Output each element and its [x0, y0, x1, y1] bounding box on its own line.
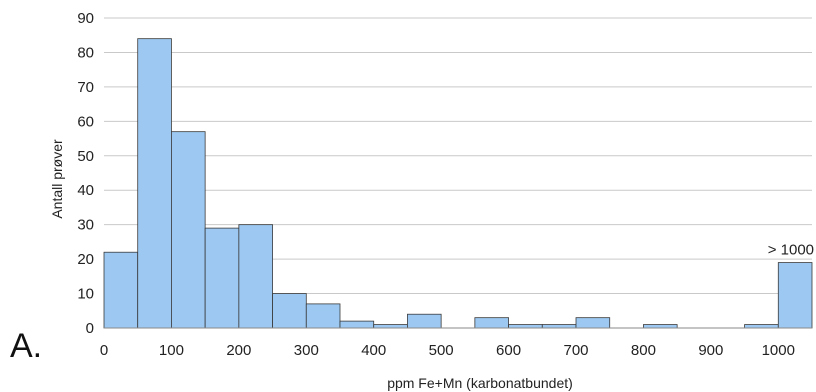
y-tick-label-80: 80: [77, 44, 94, 61]
bar-bin-650: [541, 324, 577, 329]
y-axis-title: Antall prøver: [49, 139, 65, 219]
bar-bin-350: [339, 320, 375, 329]
y-tick-label-40: 40: [77, 182, 94, 199]
bar-bin-150: [204, 227, 240, 329]
bar-bin-1000: [777, 262, 813, 329]
bar-bin-450: [407, 313, 442, 329]
y-tick-label-70: 70: [77, 79, 94, 96]
x-tick-label-400: 400: [361, 342, 386, 359]
x-axis-title: ppm Fe+Mn (karbonatbundet): [387, 375, 573, 391]
bar-bin-550: [474, 317, 509, 329]
x-tick-label-300: 300: [294, 342, 319, 359]
annotation-over-1000: > 1000: [768, 242, 814, 259]
x-tick-label-100: 100: [159, 342, 184, 359]
x-tick-label-700: 700: [563, 342, 588, 359]
y-tick-label-90: 90: [77, 10, 94, 27]
bar-bin-0: [103, 251, 139, 329]
bar-bin-800: [643, 324, 678, 329]
x-tick-label-900: 900: [698, 342, 723, 359]
y-tick-label-0: 0: [86, 320, 94, 337]
x-tick-label-800: 800: [631, 342, 656, 359]
bar-bin-400: [373, 324, 408, 329]
bars: [103, 38, 813, 329]
x-tick-label-600: 600: [496, 342, 521, 359]
x-tick-label-200: 200: [226, 342, 251, 359]
bar-bin-600: [508, 324, 543, 329]
panel-label: A.: [10, 327, 43, 365]
bar-bin-250: [272, 293, 307, 329]
bar-bin-950: [744, 324, 779, 329]
y-tick-label-30: 30: [77, 217, 94, 234]
y-tick-label-50: 50: [77, 148, 94, 165]
y-tick-label-20: 20: [77, 251, 94, 268]
x-tick-label-500: 500: [429, 342, 454, 359]
bar-bin-100: [171, 131, 206, 329]
x-tick-label-0: 0: [100, 342, 108, 359]
bar-bin-700: [575, 317, 611, 329]
bar-bin-300: [305, 303, 341, 329]
x-tick-label-1000: 1000: [762, 342, 795, 359]
bar-bin-50: [137, 38, 172, 329]
y-tick-label-10: 10: [77, 286, 94, 303]
bar-bin-200: [238, 224, 273, 329]
y-tick-label-60: 60: [77, 113, 94, 130]
